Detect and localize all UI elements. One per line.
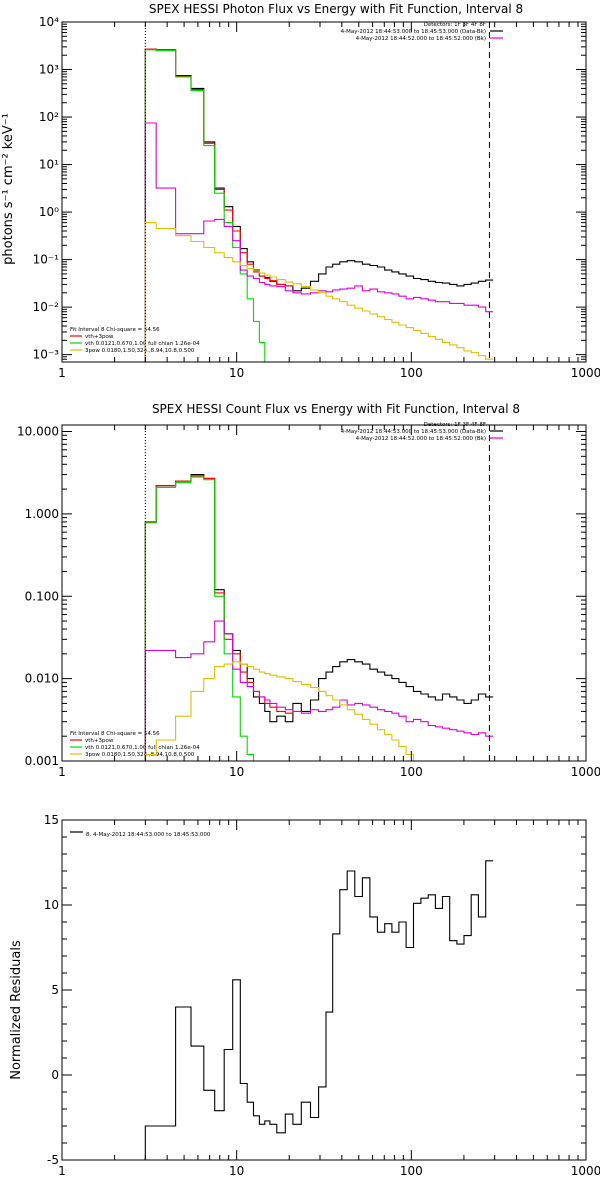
photon-flux-legend-bk-text: 4-May-2012 18:44:52.000 to 18:45:52.000 …	[356, 36, 486, 42]
photon-flux-y-tick-label: 10⁰	[39, 205, 59, 219]
photon-flux-y-axis-label: photons s⁻¹ cm⁻² keV⁻¹	[1, 113, 16, 265]
photon-flux-upper-legend-swatches	[490, 30, 503, 39]
count-flux-pow-line	[144, 661, 421, 761]
count-flux-x-tick-label: 1	[58, 765, 66, 779]
photon-flux-series-group	[144, 48, 494, 362]
photon-flux-y-tick-label: 10⁻²	[33, 300, 60, 314]
photon-flux-pow-line	[144, 222, 494, 362]
count-flux-series-group	[144, 474, 494, 761]
count-flux-panel: SPEX HESSI Count Flux vs Energy with Fit…	[17, 402, 600, 779]
count-flux-vth-line	[144, 476, 260, 761]
count-flux-legend-data-text: 4-May-2012 18:44:53.000 to 18:45:53.000 …	[341, 429, 486, 435]
photon-flux-legend-total-text: vth+3pow	[85, 334, 114, 340]
residuals-y-tick-label: 5	[51, 983, 59, 997]
residuals-x-ticks: 1 10 100 1000	[58, 820, 600, 1178]
count-flux-fit-header: Fit Interval 8 Chi-square = 54.56	[70, 731, 160, 737]
photon-flux-y-tick-label: 10²	[39, 110, 59, 124]
count-flux-x-tick-label: 100	[400, 765, 423, 779]
photon-flux-y-tick-label: 10³	[39, 63, 59, 77]
photon-flux-x-tick-label: 100	[400, 366, 423, 380]
count-flux-upper-legend-swatches	[490, 430, 503, 439]
photon-flux-x-tick-label: 1	[58, 366, 66, 380]
count-flux-legend-vth-text: vth 0.0121,0.670,1.00 full chian 1.26e-0…	[85, 745, 200, 751]
photon-flux-panel: SPEX HESSI Photon Flux vs Energy with Fi…	[1, 2, 600, 380]
residuals-x-tick-label: 100	[400, 1164, 423, 1178]
photon-flux-bkg-line	[144, 122, 494, 362]
residuals-legend-text: 8. 4-May-2012 18:44:53.000 to 18:45:53.0…	[86, 832, 211, 838]
photon-flux-y-tick-label: 10⁴	[39, 15, 59, 29]
photon-flux-y-tick-label: 10¹	[39, 158, 59, 172]
count-flux-y-ticks: 0.001 0.010 0.100 1.000 10.000	[17, 425, 586, 768]
photon-flux-x-tick-label: 1000	[571, 366, 600, 380]
count-flux-lower-legend-swatches	[70, 739, 82, 755]
count-flux-y-tick-label: 0.001	[25, 754, 59, 768]
photon-flux-y-ticks: 10⁻³ 10⁻² 10⁻¹ 10⁰ 10¹ 10² 10³ 10⁴	[33, 15, 586, 363]
photon-flux-detectors-label: Detectors: 1F 3F 4F 8F	[424, 22, 486, 28]
residuals-y-tick-label: -5	[47, 1153, 59, 1167]
count-flux-y-tick-label: 0.100	[25, 589, 59, 603]
photon-flux-y-tick-label: 10⁻¹	[33, 253, 60, 267]
residuals-x-tick-label: 10	[229, 1164, 244, 1178]
count-flux-x-tick-label: 10	[229, 765, 244, 779]
photon-flux-legend-pow-text: 3pow 0.0180,1.50,324.,8.94,10.8,0.500	[85, 348, 195, 354]
photon-flux-x-tick-label: 10	[229, 366, 244, 380]
photon-flux-legend-vth-text: vth 0.0121,0.670,1.00 full chian 1.26e-0…	[85, 341, 200, 347]
count-flux-bkg-line	[144, 620, 494, 761]
residuals-y-ticks: -5 0 5 10 15	[44, 813, 586, 1167]
residuals-x-tick-label: 1000	[571, 1164, 600, 1178]
residuals-series-group	[144, 860, 494, 1160]
count-flux-legend-total-text: vth+3pow	[85, 738, 114, 744]
photon-flux-y-tick-label: 10⁻³	[33, 348, 60, 362]
photon-flux-total-line	[144, 48, 294, 362]
count-flux-title: SPEX HESSI Count Flux vs Energy with Fit…	[152, 402, 520, 416]
photon-flux-plot-frame	[61, 21, 587, 363]
count-flux-legend-pow-text: 3pow 0.0180,1.50,324.,8.94,10.8,0.500	[85, 752, 195, 758]
residuals-y-tick-label: 10	[44, 898, 59, 912]
photon-flux-x-ticks: 1 10 100 1000	[58, 22, 600, 380]
photon-flux-fit-header: Fit Interval 8 Chi-square = 54.56	[70, 327, 160, 333]
count-flux-y-tick-label: 0.010	[25, 672, 59, 686]
count-flux-legend-bk-text: 4-May-2012 18:44:52.000 to 18:45:52.000 …	[356, 436, 486, 442]
photon-flux-title: SPEX HESSI Photon Flux vs Energy with Fi…	[149, 2, 523, 16]
count-flux-y-tick-label: 10.000	[17, 425, 59, 439]
photon-flux-lower-legend-swatches	[70, 335, 82, 351]
residuals-y-tick-label: 15	[44, 813, 59, 827]
count-flux-x-tick-label: 1000	[571, 765, 600, 779]
count-flux-total-line	[144, 475, 294, 761]
residuals-data-line	[144, 860, 494, 1160]
count-flux-y-tick-label: 1.000	[25, 507, 59, 521]
residuals-y-axis-label: Normalized Residuals	[9, 940, 24, 1080]
residuals-y-tick-label: 0	[51, 1068, 59, 1082]
photon-flux-legend-data-text: 4-May-2012 18:44:53.000 to 18:45:53.000 …	[341, 29, 486, 35]
count-flux-x-ticks: 1 10 100 1000	[58, 425, 600, 779]
count-flux-plot-frame	[61, 424, 587, 762]
residuals-panel: Normalized Residuals 8. 4-May-2012 18:44…	[9, 813, 600, 1178]
residuals-x-tick-label: 1	[58, 1164, 66, 1178]
